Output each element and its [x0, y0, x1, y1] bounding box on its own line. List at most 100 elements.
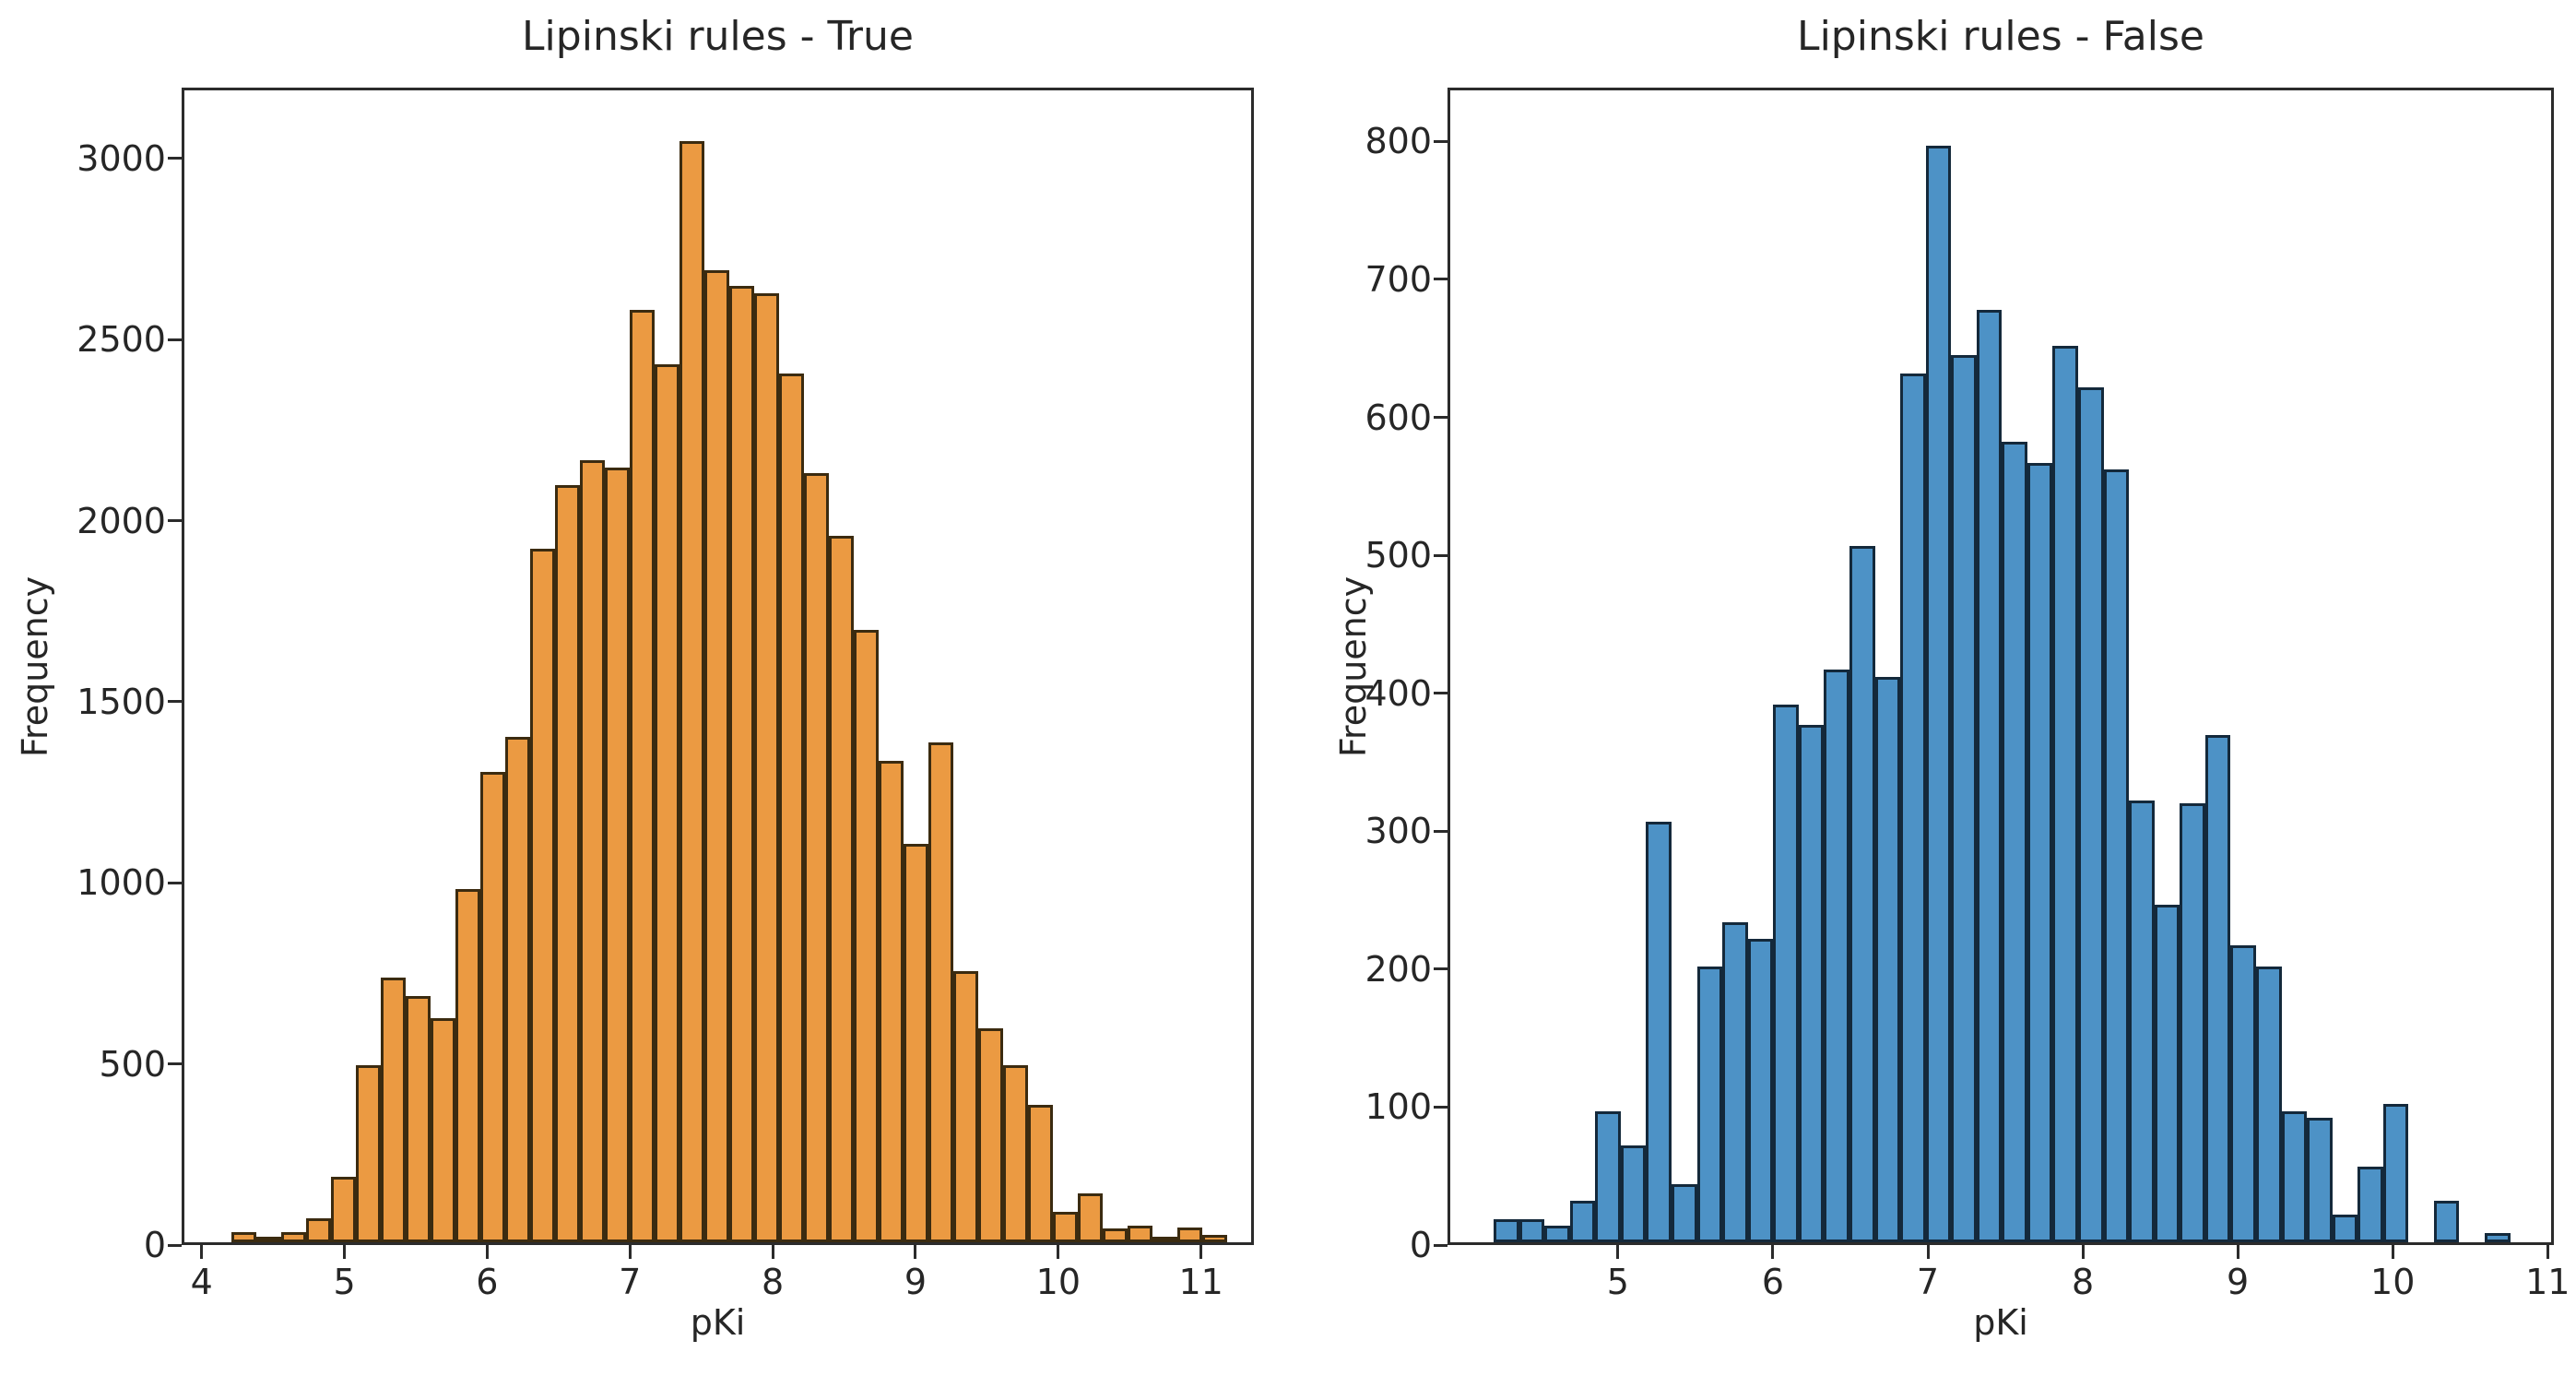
y-tick-mark	[168, 700, 182, 704]
histogram-bar	[1900, 373, 1926, 1242]
histogram-bar	[1077, 1193, 1103, 1242]
y-tick-mark	[1434, 416, 1448, 419]
histogram-bar	[629, 309, 655, 1242]
x-tick-label: 5	[333, 1262, 356, 1302]
histogram-bar	[728, 286, 754, 1242]
histogram-bar	[2027, 462, 2053, 1242]
histogram-bar	[1569, 1201, 1596, 1242]
histogram-bar	[2281, 1110, 2308, 1242]
y-tick-mark	[168, 1062, 182, 1066]
y-tick-label: 2000	[77, 500, 166, 541]
x-tick-label: 7	[619, 1262, 642, 1302]
x-tick-label: 9	[2227, 1262, 2250, 1302]
x-tick-mark	[1926, 1245, 1930, 1259]
chart-title: Lipinski rules - False	[1797, 13, 2204, 60]
x-tick-label: 8	[762, 1262, 785, 1302]
histogram-bar	[2204, 734, 2231, 1242]
y-tick-mark	[168, 1243, 182, 1247]
histogram-bar	[1102, 1228, 1128, 1242]
y-tick-label: 100	[1365, 1086, 1432, 1128]
histogram-bar	[878, 760, 904, 1242]
histogram-bar	[579, 459, 605, 1242]
x-axis-label: pKi	[690, 1302, 746, 1343]
histogram-bar	[381, 978, 407, 1242]
x-tick-label: 6	[1761, 1262, 1785, 1302]
histogram-bar	[1874, 676, 1901, 1242]
y-tick-mark	[1434, 139, 1448, 143]
histogram-bar	[1201, 1235, 1227, 1242]
x-tick-label: 6	[476, 1262, 499, 1302]
y-tick-label: 0	[1409, 1225, 1432, 1265]
plot-area	[182, 88, 1254, 1245]
histogram-bar	[2002, 442, 2027, 1242]
histogram-bar	[679, 141, 704, 1242]
histogram-bar	[331, 1177, 357, 1242]
histogram-bar	[2078, 386, 2104, 1242]
x-tick-label: 4	[190, 1262, 213, 1302]
histogram-bar	[256, 1237, 282, 1242]
histogram-bar	[1773, 704, 1799, 1242]
y-tick-mark	[1434, 278, 1448, 281]
x-tick-label: 11	[1178, 1262, 1223, 1302]
histogram-bar	[1595, 1110, 1621, 1242]
histogram-bar	[803, 472, 829, 1242]
y-tick-label: 600	[1365, 397, 1432, 438]
histogram-bar	[654, 363, 679, 1242]
x-tick-mark	[485, 1245, 489, 1259]
histogram-bar	[2103, 469, 2130, 1242]
y-tick-label: 300	[1365, 811, 1432, 852]
histogram-bar	[2382, 1104, 2409, 1242]
histogram-bar	[1849, 545, 1875, 1242]
plot-area	[1448, 88, 2554, 1245]
y-tick-mark	[168, 157, 182, 160]
histogram-bar	[406, 995, 431, 1242]
histogram-bar	[505, 737, 530, 1242]
histogram-bar	[1925, 145, 1952, 1242]
histogram-bar	[703, 269, 729, 1242]
histogram-bar	[1052, 1211, 1078, 1242]
histogram-bar	[281, 1232, 307, 1242]
histogram-bar	[2307, 1118, 2333, 1242]
x-tick-label: 8	[2071, 1262, 2095, 1302]
histogram-bar	[1976, 309, 2003, 1242]
histogram-bar	[2230, 945, 2256, 1242]
histogram-bar	[1544, 1226, 1570, 1242]
histogram-bar	[2332, 1215, 2358, 1242]
histogram-bar	[928, 742, 953, 1242]
y-tick-mark	[1434, 553, 1448, 557]
y-tick-label: 0	[143, 1225, 166, 1265]
chart-title: Lipinski rules - True	[522, 13, 914, 60]
x-tick-mark	[628, 1245, 632, 1259]
histogram-bar	[1646, 821, 1672, 1242]
y-tick-label: 3000	[77, 137, 166, 179]
histogram-bar	[1696, 966, 1723, 1242]
histogram-bar	[356, 1064, 382, 1242]
histogram-bar	[1152, 1237, 1177, 1242]
histogram-bar	[853, 630, 879, 1242]
histogram-bar	[1518, 1218, 1545, 1242]
x-tick-mark	[2546, 1245, 2549, 1259]
histogram-bar	[2154, 904, 2180, 1242]
x-tick-mark	[1771, 1245, 1775, 1259]
x-tick-label: 5	[1606, 1262, 1629, 1302]
histogram-bar	[2180, 803, 2205, 1242]
histogram-bar	[828, 536, 854, 1242]
histogram-bar	[306, 1218, 332, 1242]
histogram-bar	[530, 549, 555, 1242]
x-axis-label: pKi	[1973, 1302, 2028, 1343]
histogram-bar	[2052, 345, 2078, 1242]
x-tick-label: 10	[1035, 1262, 1081, 1302]
x-tick-label: 9	[904, 1262, 928, 1302]
x-tick-mark	[2081, 1245, 2085, 1259]
histogram-bar	[2255, 966, 2282, 1242]
y-tick-label: 400	[1365, 672, 1432, 714]
histogram-bar	[1027, 1104, 1053, 1242]
y-tick-mark	[1434, 1105, 1448, 1109]
histogram-bar	[480, 771, 505, 1242]
histogram-bar	[1824, 670, 1849, 1242]
y-tick-label: 1500	[77, 681, 166, 722]
histogram-bar	[753, 293, 779, 1242]
x-tick-mark	[200, 1245, 204, 1259]
